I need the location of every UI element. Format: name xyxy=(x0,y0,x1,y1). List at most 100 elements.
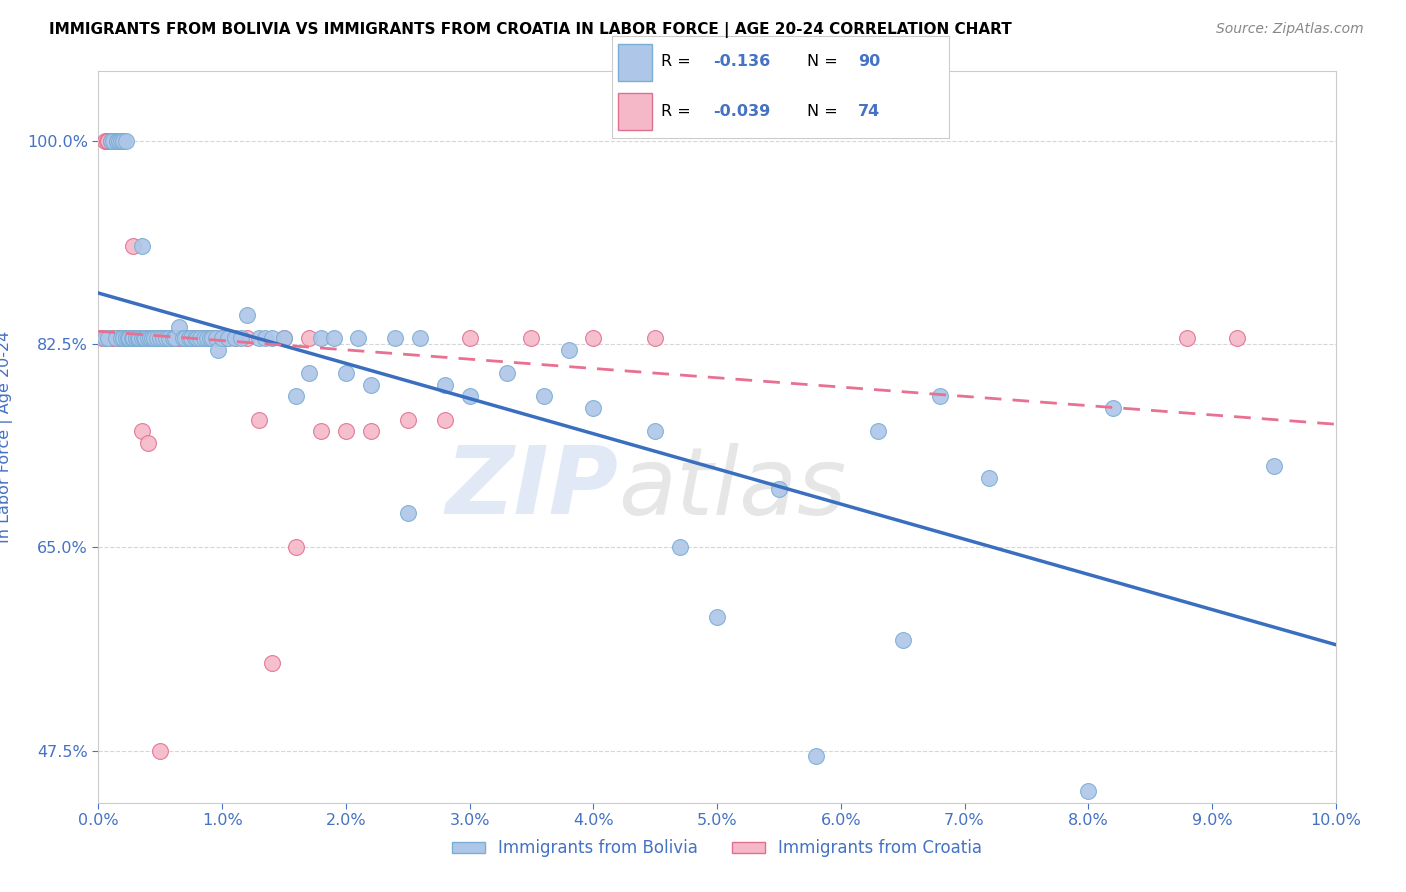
Text: N =: N = xyxy=(807,54,844,70)
Point xyxy=(669,541,692,555)
Point xyxy=(114,331,136,345)
Point xyxy=(273,331,295,345)
Point xyxy=(298,331,321,345)
Point xyxy=(247,412,270,426)
Point xyxy=(162,331,184,345)
Point xyxy=(247,331,270,345)
Text: N =: N = xyxy=(807,103,844,119)
Point xyxy=(172,331,194,345)
Point xyxy=(1263,459,1285,474)
Legend: Immigrants from Bolivia, Immigrants from Croatia: Immigrants from Bolivia, Immigrants from… xyxy=(446,832,988,864)
Point xyxy=(409,331,432,345)
Point xyxy=(112,331,135,345)
Point xyxy=(165,331,187,345)
Point xyxy=(155,331,177,345)
Point xyxy=(105,134,128,148)
Point xyxy=(172,331,194,345)
Point xyxy=(108,134,131,148)
Point xyxy=(145,331,167,345)
Point xyxy=(127,331,149,345)
Point xyxy=(236,308,259,322)
Point xyxy=(100,134,122,148)
Point xyxy=(143,331,166,345)
Point xyxy=(124,331,146,345)
Point xyxy=(384,331,406,345)
Point xyxy=(360,424,382,438)
Point xyxy=(112,331,135,345)
Point xyxy=(162,331,184,345)
Point xyxy=(143,331,166,345)
Point xyxy=(127,331,149,345)
Point xyxy=(1226,331,1249,345)
Point xyxy=(136,331,159,345)
Point xyxy=(124,331,146,345)
Point xyxy=(96,134,118,148)
Point xyxy=(706,610,728,624)
Text: -0.039: -0.039 xyxy=(713,103,770,119)
Text: 74: 74 xyxy=(858,103,880,119)
Point xyxy=(114,134,136,148)
Text: IMMIGRANTS FROM BOLIVIA VS IMMIGRANTS FROM CROATIA IN LABOR FORCE | AGE 20-24 CO: IMMIGRANTS FROM BOLIVIA VS IMMIGRANTS FR… xyxy=(49,22,1012,38)
Point xyxy=(891,633,914,648)
Point xyxy=(184,331,207,345)
FancyBboxPatch shape xyxy=(619,93,652,130)
Point xyxy=(103,331,125,345)
Point xyxy=(335,366,357,380)
Point xyxy=(93,331,115,345)
Point xyxy=(205,331,228,345)
Point xyxy=(141,331,163,345)
Point xyxy=(97,134,120,148)
Point xyxy=(105,134,128,148)
Point xyxy=(131,331,153,345)
Point xyxy=(193,331,215,345)
Point xyxy=(174,331,197,345)
Point xyxy=(180,331,202,345)
Point xyxy=(149,331,172,345)
Point xyxy=(131,331,153,345)
Point xyxy=(110,134,132,148)
Point xyxy=(134,331,156,345)
Point xyxy=(131,238,153,252)
Point xyxy=(186,331,208,345)
Point xyxy=(285,389,308,403)
Point xyxy=(136,436,159,450)
Point xyxy=(495,366,517,380)
Point xyxy=(105,134,128,148)
Text: R =: R = xyxy=(661,54,696,70)
Point xyxy=(118,331,141,345)
Point xyxy=(582,331,605,345)
Point xyxy=(582,401,605,415)
Point xyxy=(103,134,125,148)
Text: atlas: atlas xyxy=(619,442,846,533)
Point xyxy=(139,331,162,345)
Point xyxy=(108,331,131,345)
Point xyxy=(165,331,187,345)
Point xyxy=(93,134,115,148)
Point xyxy=(211,331,233,345)
Point xyxy=(205,331,228,345)
Y-axis label: In Labor Force | Age 20-24: In Labor Force | Age 20-24 xyxy=(0,331,13,543)
Point xyxy=(157,331,180,345)
Point xyxy=(322,331,344,345)
Point xyxy=(100,134,122,148)
Point xyxy=(224,331,246,345)
Point xyxy=(105,331,128,345)
Point xyxy=(112,134,135,148)
Point xyxy=(520,331,543,345)
Point xyxy=(396,412,419,426)
Point xyxy=(131,424,153,438)
Point xyxy=(118,331,141,345)
Point xyxy=(121,331,143,345)
Point xyxy=(347,331,370,345)
Point xyxy=(644,331,666,345)
Point xyxy=(198,331,221,345)
Point xyxy=(110,331,132,345)
Point xyxy=(309,331,332,345)
Point xyxy=(114,331,136,345)
Point xyxy=(128,331,150,345)
Point xyxy=(768,483,790,497)
Point xyxy=(928,389,950,403)
Point xyxy=(198,331,221,345)
Point xyxy=(122,331,145,345)
Point xyxy=(201,331,224,345)
